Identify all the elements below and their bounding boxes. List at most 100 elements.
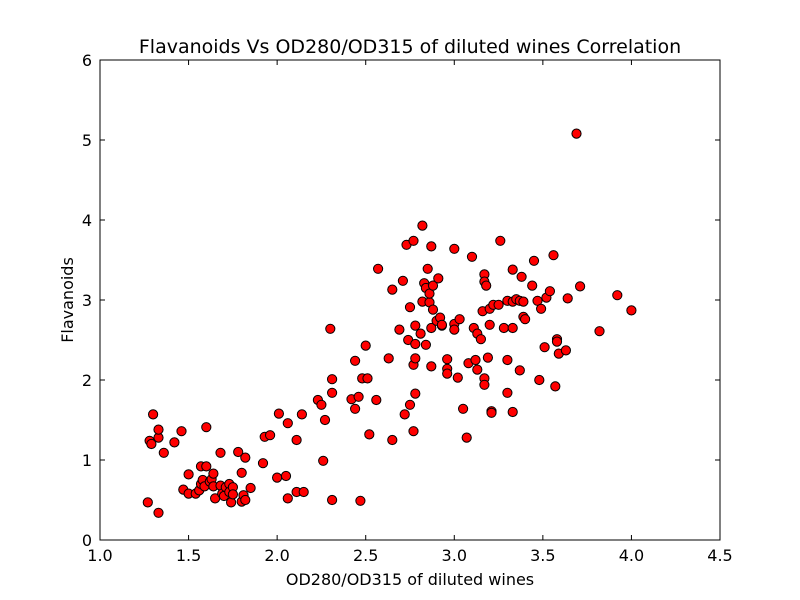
data-point xyxy=(148,409,159,420)
data-point xyxy=(280,470,292,482)
y-tick-label: 2 xyxy=(82,371,92,390)
x-tick-label: 1.5 xyxy=(176,546,201,565)
x-tick-label: 3.0 xyxy=(442,546,467,565)
data-point xyxy=(433,273,444,284)
data-point xyxy=(387,284,398,295)
data-point xyxy=(291,434,302,446)
data-point xyxy=(245,482,256,494)
data-point xyxy=(528,255,540,266)
data-point xyxy=(417,220,428,231)
data-point xyxy=(507,264,518,275)
data-point xyxy=(449,243,460,254)
data-point xyxy=(536,303,547,314)
data-point xyxy=(319,414,331,426)
data-point xyxy=(318,455,329,466)
data-point xyxy=(176,426,187,437)
data-point xyxy=(498,322,509,334)
data-point xyxy=(426,361,437,372)
data-point xyxy=(482,352,493,363)
data-point xyxy=(514,365,525,376)
data-point xyxy=(458,403,469,414)
data-point xyxy=(397,275,408,286)
data-point xyxy=(470,354,481,366)
data-point xyxy=(325,323,336,334)
data-point xyxy=(442,368,453,379)
data-point xyxy=(520,314,531,325)
x-tick-label: 2.5 xyxy=(353,546,378,565)
data-point xyxy=(507,322,518,334)
data-point xyxy=(502,354,513,366)
x-tick-label: 2.0 xyxy=(264,546,289,565)
data-point xyxy=(502,387,513,398)
x-tick-label: 3.5 xyxy=(530,546,555,565)
data-point xyxy=(327,374,338,385)
data-point xyxy=(452,372,463,383)
data-point xyxy=(316,399,327,410)
y-axis-ticks: 0 1 2 3 4 5 6 xyxy=(82,51,720,550)
data-point xyxy=(387,434,398,446)
data-point xyxy=(475,334,486,345)
data-point xyxy=(408,235,419,246)
data-point xyxy=(466,251,478,262)
y-tick-label: 0 xyxy=(82,531,92,550)
x-axis-label: OD280/OD315 of diluted wines xyxy=(286,570,534,589)
data-point xyxy=(373,263,384,274)
data-point xyxy=(594,326,605,337)
x-tick-label: 4.5 xyxy=(707,546,732,565)
data-point xyxy=(461,432,472,443)
data-point xyxy=(394,324,405,335)
data-point xyxy=(562,293,573,304)
data-point xyxy=(236,467,247,478)
y-tick-label: 1 xyxy=(82,451,92,470)
data-point xyxy=(410,320,421,331)
data-point xyxy=(422,263,433,274)
data-point xyxy=(272,472,283,483)
data-point xyxy=(426,322,437,334)
data-point xyxy=(427,304,439,315)
data-point xyxy=(493,299,504,310)
data-point xyxy=(153,424,164,435)
data-point xyxy=(350,355,361,366)
data-point xyxy=(560,345,572,356)
data-point xyxy=(273,408,284,419)
data-point xyxy=(484,319,495,330)
data-point xyxy=(527,280,538,291)
data-point xyxy=(571,128,582,139)
data-point xyxy=(534,374,545,386)
data-point xyxy=(408,426,419,437)
data-point xyxy=(449,324,460,335)
data-point xyxy=(427,280,439,291)
x-tick-label: 1.0 xyxy=(87,546,112,565)
data-point xyxy=(410,353,421,364)
plot-frame xyxy=(100,60,720,540)
data-point xyxy=(426,241,437,252)
data-point xyxy=(479,379,490,390)
x-tick-label: 4.0 xyxy=(619,546,644,565)
data-point xyxy=(296,409,307,420)
data-point xyxy=(227,489,238,500)
data-point xyxy=(516,271,527,282)
y-tick-label: 4 xyxy=(82,211,92,230)
data-point xyxy=(362,373,373,384)
data-point xyxy=(240,452,251,463)
y-tick-label: 6 xyxy=(82,51,92,70)
data-point xyxy=(420,339,431,350)
data-point xyxy=(548,250,559,261)
data-point xyxy=(146,438,157,450)
data-point xyxy=(153,507,164,518)
data-point xyxy=(142,497,153,508)
data-point xyxy=(208,468,219,479)
data-point xyxy=(626,305,637,316)
data-point xyxy=(350,403,361,414)
data-point xyxy=(539,342,550,353)
data-point xyxy=(215,447,226,458)
data-point xyxy=(355,495,366,506)
data-point xyxy=(486,407,497,418)
data-point xyxy=(612,290,623,301)
plot-area: 1.0 1.5 2.0 2.5 3.0 3.5 4.0 4.5 0 1 2 3 4 5 6 xyxy=(82,51,733,565)
y-tick-label: 3 xyxy=(82,291,92,310)
data-point xyxy=(404,302,416,313)
data-point xyxy=(201,422,212,433)
